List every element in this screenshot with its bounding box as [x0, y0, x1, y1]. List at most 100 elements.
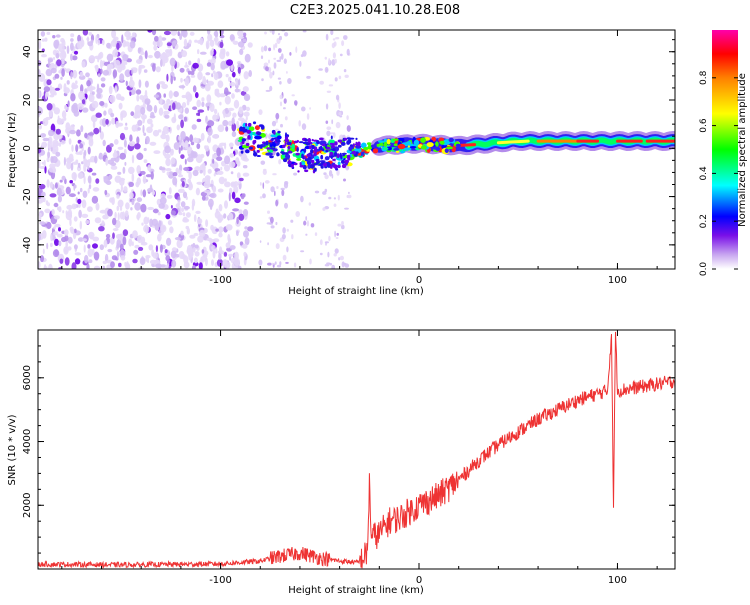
noise-blob: [58, 227, 61, 232]
noise-blob: [178, 85, 186, 89]
noise-blob: [238, 106, 244, 115]
ridge-blob: [392, 138, 399, 141]
noise-blob: [38, 73, 46, 82]
noise-blob: [48, 59, 51, 67]
noise-blob: [68, 138, 72, 145]
noise-blob: [196, 118, 202, 123]
noise-blob: [164, 249, 168, 254]
noise-blob: [309, 258, 312, 265]
noise-blob: [59, 138, 62, 143]
spectrogram-frame: [37, 29, 676, 270]
noise-blob: [61, 59, 65, 65]
ridge-blob: [283, 158, 288, 163]
noise-blob: [136, 214, 139, 220]
noise-blob: [192, 62, 199, 69]
noise-blob: [200, 132, 205, 141]
ridge-blob: [296, 148, 299, 152]
noise-blob: [193, 257, 198, 264]
noise-blob: [220, 48, 225, 54]
noise-blob: [128, 79, 135, 88]
noise-blob: [141, 222, 144, 226]
ridge-blob: [306, 160, 312, 165]
noise-blob: [260, 160, 266, 165]
noise-blob: [268, 59, 270, 64]
noise-blob: [115, 233, 123, 240]
ridge-blob: [310, 164, 315, 169]
ridge-blob: [455, 143, 461, 148]
noise-blob: [122, 236, 127, 246]
noise-blob: [310, 223, 315, 228]
ridge-blob: [377, 140, 384, 143]
noise-blob: [77, 237, 84, 242]
noise-blob: [151, 190, 156, 196]
ridge-blob: [355, 141, 358, 146]
noise-blob: [66, 204, 73, 210]
noise-blob: [272, 70, 275, 76]
noise-blob: [211, 226, 219, 235]
noise-blob: [267, 242, 269, 246]
noise-blob: [61, 118, 65, 124]
noise-blob: [211, 259, 214, 266]
noise-blob: [48, 109, 53, 118]
ridge-blob: [439, 140, 445, 145]
noise-blob: [225, 224, 233, 231]
noise-blob: [124, 210, 129, 218]
noise-blob: [86, 80, 91, 87]
noise-blob: [203, 189, 211, 194]
noise-blob: [165, 168, 172, 172]
noise-blob: [236, 120, 240, 130]
noise-blob: [218, 232, 223, 238]
ridge-blob: [307, 163, 312, 169]
ridge-blob: [332, 158, 336, 161]
ridge-blob: [290, 163, 294, 168]
noise-blob: [213, 173, 216, 177]
noise-blob: [237, 159, 240, 164]
noise-blob: [219, 41, 224, 49]
noise-blob: [162, 52, 166, 57]
ridge-blob: [341, 152, 347, 155]
noise-blob: [204, 83, 211, 92]
noise-blob: [87, 244, 91, 249]
noise-blob: [176, 239, 183, 249]
noise-blob: [160, 37, 167, 41]
noise-blob: [123, 139, 127, 148]
ridge-blob: [256, 131, 262, 136]
noise-blob: [117, 199, 124, 208]
noise-blob: [93, 127, 100, 135]
noise-blob: [75, 159, 79, 163]
noise-blob: [279, 261, 282, 266]
noise-blob: [195, 154, 203, 164]
ridge-blob: [284, 138, 290, 143]
noise-blob: [283, 107, 286, 110]
noise-blob: [147, 206, 155, 211]
noise-blob: [236, 172, 241, 179]
noise-blob: [100, 77, 106, 82]
ridge-blob: [313, 162, 318, 166]
noise-blob: [73, 244, 78, 250]
noise-blob: [211, 245, 216, 251]
noise-blob: [188, 60, 192, 66]
ridge-blob: [266, 147, 271, 150]
noise-blob: [159, 196, 167, 205]
noise-blob: [334, 230, 336, 238]
noise-blob: [180, 130, 186, 140]
noise-blob: [280, 123, 283, 128]
noise-blob: [264, 180, 270, 184]
noise-blob: [262, 182, 265, 190]
noise-blob: [335, 237, 339, 239]
noise-blob: [347, 194, 352, 199]
noise-blob: [233, 185, 239, 194]
ridge-blob: [346, 140, 351, 145]
noise-blob: [336, 232, 340, 236]
noise-blob: [274, 190, 276, 197]
noise-blob: [329, 262, 333, 266]
noise-blob: [259, 196, 263, 199]
noise-blob: [170, 250, 177, 259]
y-tick-label: 40: [22, 45, 33, 58]
noise-blob: [53, 226, 56, 230]
ridge-blob: [299, 164, 304, 168]
noise-blob: [69, 129, 76, 135]
noise-blob: [302, 30, 307, 33]
ridge-blob: [285, 132, 287, 138]
noise-blob: [77, 162, 81, 169]
